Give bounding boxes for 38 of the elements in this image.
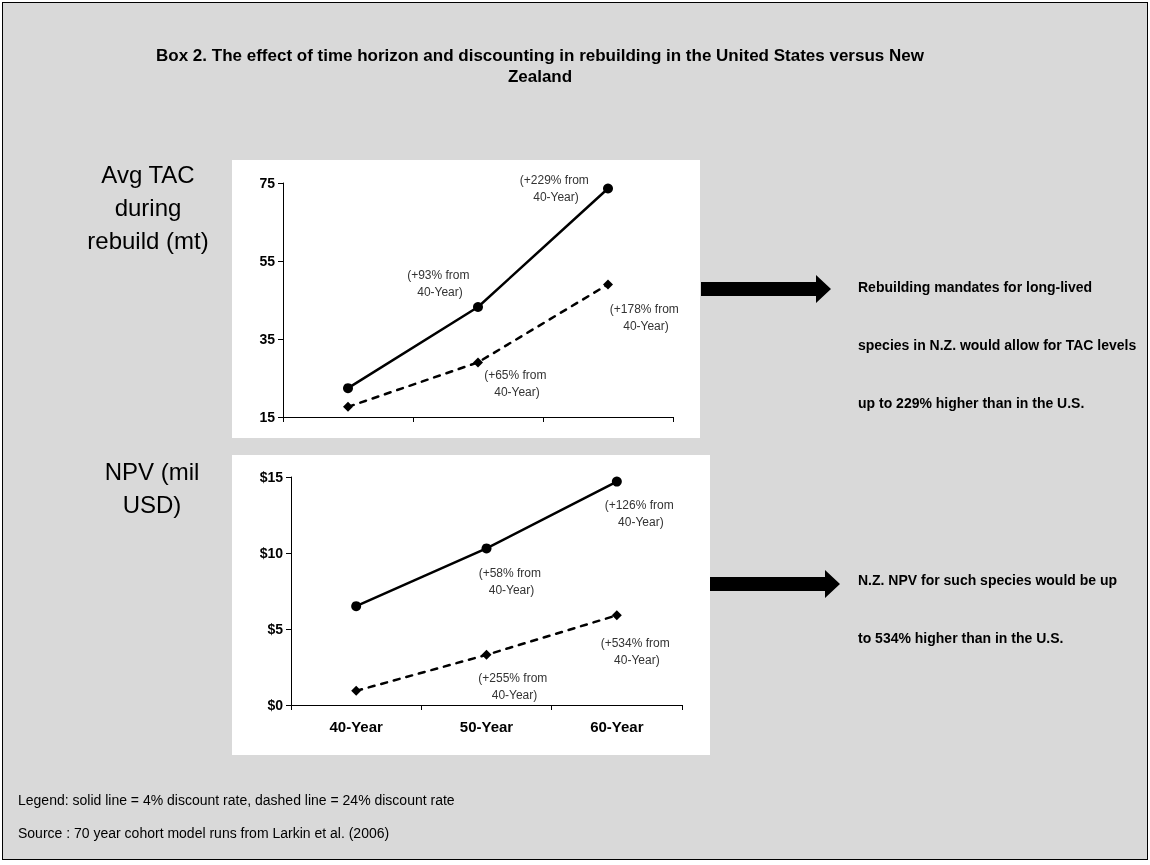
source-note: Source : 70 year cohort model runs from Larkin et al. (2006) <box>18 824 391 843</box>
annotation: (+65% from 40-Year) <box>484 367 550 399</box>
x-tick-label: 60-Year <box>590 718 644 735</box>
point <box>473 357 483 368</box>
chart-title: Box 2. The effect of time horizon and discounting in rebuilding in the United States versus New Zealand <box>155 45 925 87</box>
point <box>611 476 622 487</box>
y-tick-label: 15 <box>259 409 276 425</box>
y-tick-label: $15 <box>259 469 284 485</box>
point <box>473 302 483 313</box>
point <box>611 610 622 621</box>
text: Rebuilding mandates for long-lived species in N.Z. would allow for TAC levels up to 229% higher than in the U.S. <box>858 279 1137 411</box>
annotation: (+534% from 40-Year) <box>600 635 674 667</box>
y-tick-label: 35 <box>259 331 276 347</box>
point <box>603 279 613 290</box>
point <box>481 649 492 660</box>
point <box>351 685 362 696</box>
annotation: (+178% from 40-Year) <box>609 301 683 333</box>
point <box>343 401 353 412</box>
x-tick-label: 50-Year <box>459 718 514 735</box>
y-tick-label: $0 <box>267 697 284 713</box>
annotation: (+58% from 40-Year) <box>478 565 545 597</box>
y-tick-label: $5 <box>267 621 284 637</box>
y-tick-label: 75 <box>259 175 276 191</box>
point <box>343 383 353 394</box>
point <box>603 183 613 194</box>
text: Legend: solid line = 4% discount rate, dashed line = 24% discount rate <box>18 791 456 810</box>
y-axis-title: Avg TAC during rebuild (mt) <box>86 160 210 256</box>
x-tick-label: 40-Year <box>329 718 384 735</box>
y-tick-label: $10 <box>259 545 284 561</box>
text: N.Z. NPV for such species would be up to 534% higher than in the U.S. <box>858 572 1118 646</box>
y-tick-label: 55 <box>259 253 276 269</box>
annotation: (+93% from 40-Year) <box>407 267 473 299</box>
annotation: (+255% from 40-Year) <box>478 671 551 703</box>
annotation: (+126% from 40-Year) <box>604 498 678 530</box>
point <box>351 601 362 612</box>
point <box>481 543 492 554</box>
annotation: (+229% from 40-Year) <box>519 172 593 204</box>
y-axis-title: NPV (mil USD) <box>103 457 201 520</box>
